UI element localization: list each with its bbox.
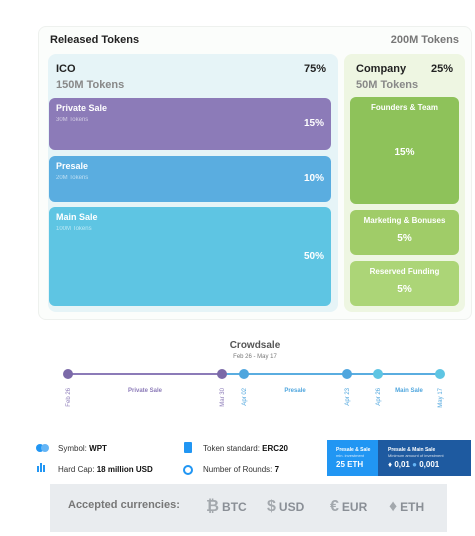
price-subtitle: min. investment [336, 453, 365, 458]
currency-code: EUR [341, 500, 368, 514]
segment-percent: 10% [303, 173, 324, 184]
private-sale: Private Sale 30M Tokens 15% [49, 98, 331, 150]
info-icons [36, 444, 49, 472]
segment-tokens: 20M Tokens [56, 175, 89, 181]
info-rounds: Number of Rounds: 7 [203, 465, 279, 474]
company-name: Company [356, 63, 407, 75]
title: Released Tokens [50, 34, 140, 46]
timeline-dates: Feb 26 - May 17 [233, 354, 277, 360]
presale: Presale 20M Tokens 10% [49, 156, 331, 202]
dot [435, 369, 445, 379]
phase-label: Private Sale [128, 388, 163, 394]
price-box: Presale & Main Sale Minimum amount of in… [378, 440, 471, 476]
info-hardcap: Hard Cap: 18 million USD [58, 465, 153, 474]
dot [342, 369, 352, 379]
segment-percent: 5% [397, 233, 412, 244]
segment-tokens: 100M Tokens [56, 226, 92, 232]
founders-team: Founders & Team 15% [350, 97, 459, 204]
reserved-funding: Reserved Funding 5% [350, 261, 459, 306]
currency-symbol: $ [267, 498, 276, 515]
price-box: Presale & Sale min. investment 25 ETH [327, 440, 378, 476]
timeline-title: Crowdsale [230, 340, 281, 351]
phase-label: Presale [284, 388, 306, 394]
currency-code: BTC [222, 500, 247, 514]
segment-name: Founders & Team [371, 103, 438, 112]
value: WPT [89, 444, 107, 453]
currency-symbol: € [330, 498, 339, 515]
company-tokens: 50M Tokens [356, 79, 419, 91]
segment-name: Main Sale [56, 212, 98, 222]
timeline-tick: Apr 23 [345, 387, 351, 405]
price-value: 25 ETH [336, 460, 364, 469]
currency-symbol: ♦ [389, 498, 398, 515]
info-standard: Token standard: ERC20 [203, 444, 288, 453]
timeline-tick: Apr 26 [376, 387, 382, 405]
label: Token standard: [203, 444, 260, 453]
label: Hard Cap: [58, 465, 95, 474]
currencies-bar [50, 484, 447, 532]
main-sale: Main Sale 100M Tokens 50% [49, 207, 331, 306]
price-title: Presale & Main Sale [388, 447, 436, 453]
currency: $ USD [267, 498, 304, 516]
timeline-tick: Apr 02 [242, 387, 248, 405]
segment-percent: 15% [303, 118, 324, 129]
dot [239, 369, 249, 379]
label: Number of Rounds: [203, 465, 273, 474]
price-subtitle: Minimum amount of investment [388, 453, 444, 458]
dot [217, 369, 227, 379]
info-icons [183, 442, 193, 475]
price-title: Presale & Sale [336, 447, 371, 453]
label: Symbol: [58, 444, 87, 453]
currency: € EUR [330, 498, 367, 516]
price-value: 0,001 [419, 460, 440, 469]
price-value: 0,01 [394, 460, 410, 469]
timeline-tick: Mar 30 [220, 387, 226, 406]
segment-name: Marketing & Bonuses [363, 216, 446, 225]
segment-name: Presale [56, 161, 89, 171]
total: 200M Tokens [390, 34, 459, 46]
timeline-tick: May 17 [438, 387, 444, 407]
segment-percent: 50% [303, 251, 324, 262]
segment-percent: 15% [394, 147, 415, 158]
value: ERC20 [262, 444, 288, 453]
ico-tokens: 150M Tokens [56, 79, 125, 91]
currency-symbol: ₿ [206, 498, 220, 515]
segment-name: Reserved Funding [369, 267, 440, 276]
value: 7 [274, 465, 280, 474]
value: 18 million USD [96, 465, 153, 474]
dot [373, 369, 383, 379]
currency-code: USD [278, 500, 305, 514]
ico-percent: 75% [304, 63, 327, 75]
info-symbol: Symbol: WPT [58, 444, 107, 453]
ico-name: ICO [56, 63, 76, 75]
timeline: Crowdsale Feb 26 - May 17 Feb 26 Mar 30 Ap… [63, 340, 445, 408]
currencies-label: Accepted currencies: [68, 499, 180, 511]
segment-tokens: 30M Tokens [56, 117, 89, 123]
marketing-bonuses: Marketing & Bonuses 5% [350, 210, 459, 255]
phase-label: Main Sale [395, 388, 423, 394]
dot [63, 369, 73, 379]
segment-name: Private Sale [56, 103, 108, 113]
segment-percent: 5% [397, 284, 412, 295]
currency: ♦ ETH [389, 498, 424, 516]
currency-code: ETH [400, 500, 425, 514]
company-percent: 25% [431, 63, 454, 75]
timeline-tick: Feb 26 [66, 387, 72, 406]
currency: ₿ BTC [206, 498, 247, 516]
price-values: ♦ 0,01 ● 0,001 [388, 460, 440, 469]
